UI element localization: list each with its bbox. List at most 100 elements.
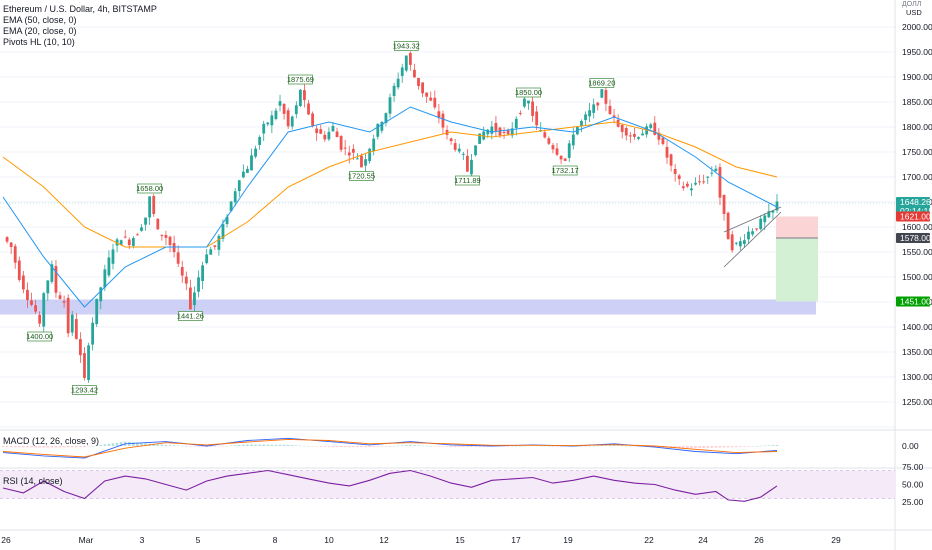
candle-body (466, 155, 469, 172)
macd-histogram-bar (502, 446, 506, 447)
macd-histogram-bar (339, 446, 343, 448)
macd-histogram-bar (107, 443, 111, 446)
pivot-label-box (393, 41, 419, 51)
candle-body (258, 137, 262, 145)
macd-histogram-bar (547, 445, 551, 447)
candle-body (331, 125, 335, 132)
candle-body (400, 67, 404, 76)
legend-pivots[interactable]: Pivots HL (10, 10) (3, 37, 75, 47)
macd-histogram-bar (396, 445, 400, 447)
macd-histogram-bar (136, 442, 139, 446)
macd-histogram-bar (372, 446, 376, 447)
pivot-label: 1875.69 (287, 75, 314, 84)
candle-body (620, 124, 624, 132)
macd-histogram-bar (303, 445, 306, 447)
macd-legend[interactable]: MACD (12, 26, close, 9) (3, 436, 100, 446)
currency-sub-label: ДОЛЛ (902, 1, 922, 8)
macd-histogram-bar (352, 446, 355, 448)
macd-histogram-bar (677, 446, 681, 448)
candle-body (592, 104, 596, 113)
stop-loss-zone (776, 216, 818, 238)
price-tick-label: 1900.00 (902, 72, 932, 82)
legend-ema20[interactable]: EMA (20, close, 0) (3, 26, 77, 36)
macd-histogram-bar (246, 444, 249, 446)
macd-tick-label: 0.00 (902, 441, 919, 451)
candle-body (286, 110, 290, 127)
candle-body (42, 293, 46, 327)
candle-body (50, 264, 54, 282)
macd-histogram-bar (527, 445, 530, 447)
candle-body (241, 171, 245, 178)
candle-body (665, 146, 669, 158)
target-price-tag-text: 1451.00 (900, 297, 931, 307)
macd-signal-line (2, 438, 778, 458)
candle-body (567, 143, 571, 158)
macd-pane (1, 437, 779, 459)
macd-histogram-bar (180, 445, 184, 447)
macd-histogram-bar (119, 442, 123, 446)
price-axis[interactable]: 1250.001300.001350.001400.001450.001500.… (902, 22, 932, 507)
candle-body (70, 314, 74, 333)
candle-body (123, 236, 127, 238)
pivot-label-box (137, 183, 163, 194)
legend-ema50[interactable]: EMA (50, close, 0) (3, 15, 77, 25)
pivot-label-box (552, 165, 578, 176)
candle-body (527, 100, 530, 104)
macd-histogram-bar (140, 442, 143, 446)
macd-histogram-bar (726, 446, 730, 448)
macd-histogram-bar (551, 446, 555, 447)
candle-body (722, 194, 726, 214)
candle-body (311, 113, 314, 126)
macd-histogram-bar (46, 446, 50, 448)
macd-histogram-bar (718, 446, 722, 448)
rsi-legend[interactable]: RSI (14, close) (3, 476, 63, 486)
candle-body (140, 227, 143, 231)
candle-body (136, 234, 139, 236)
candle-body (9, 242, 13, 247)
candle-body (421, 82, 424, 94)
candle-body (180, 267, 184, 276)
macd-histogram-bar (413, 445, 416, 446)
macd-histogram-bar (474, 446, 477, 447)
candle-body (457, 148, 461, 152)
macd-histogram-bar (274, 444, 278, 446)
zones (0, 202, 895, 315)
macd-histogram-bar (70, 446, 74, 448)
price-tick-label: 1550.00 (902, 247, 932, 257)
candle-body (608, 105, 612, 115)
time-axis[interactable]: 26 Mar 3 5 8 10 12 15 17 19 22 24 26 29 (1, 535, 841, 545)
pivot-label-box (288, 74, 313, 85)
time-tick-label: 26 (754, 535, 764, 545)
macd-histogram-bar (734, 446, 738, 448)
pivot-label-box (178, 311, 203, 321)
candle-body (156, 218, 160, 230)
pivot-label: 1732.17 (552, 166, 579, 175)
candle-body (461, 153, 465, 155)
macd-histogram-bar (176, 445, 180, 447)
macd-histogram-bar (710, 446, 714, 448)
candle-body (209, 249, 213, 255)
macd-histogram-bar (669, 446, 673, 448)
macd-histogram-bar (706, 446, 710, 448)
macd-histogram-bar (608, 445, 612, 446)
candle-body (413, 69, 416, 78)
candle-body (417, 77, 420, 87)
macd-histogram-bar (87, 446, 90, 447)
macd-histogram-bar (388, 446, 392, 447)
macd-histogram-bar (193, 446, 196, 447)
time-tick-label: 10 (324, 535, 334, 545)
candle-body (303, 90, 306, 101)
target-price-tag-box (896, 296, 930, 307)
candle-body (323, 134, 327, 140)
candle-body (176, 252, 180, 264)
candle-body (396, 78, 400, 88)
candle-body (17, 260, 21, 280)
legend-symbol[interactable]: Ethereum / U.S. Dollar, 4h, BITSTAMP (3, 4, 157, 14)
candle-body (771, 210, 775, 213)
time-tick-label: 19 (563, 535, 573, 545)
rsi-line (2, 469, 778, 502)
candle-body (775, 201, 779, 211)
candle-body (197, 277, 200, 292)
macd-histogram-bar (437, 446, 441, 447)
